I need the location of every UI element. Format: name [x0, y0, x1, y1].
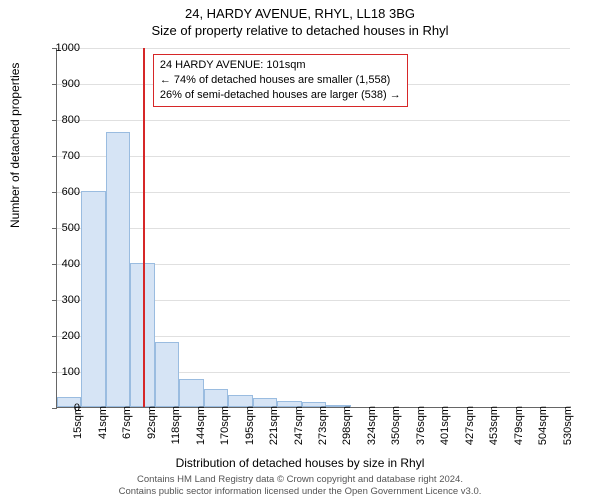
- xtick-label: 504sqm: [537, 406, 549, 456]
- ytick-mark: [52, 120, 57, 121]
- ytick-label: 200: [62, 330, 80, 342]
- xtick-label: 350sqm: [390, 406, 402, 456]
- x-axis-label: Distribution of detached houses by size …: [0, 456, 600, 470]
- footer-line-1: Contains HM Land Registry data © Crown c…: [0, 474, 600, 486]
- histogram-bar: [106, 132, 130, 407]
- ytick-label: 1000: [56, 42, 80, 54]
- histogram-chart: 24 HARDY AVENUE: 101sqm← 74% of detached…: [56, 48, 570, 408]
- xtick-label: 530sqm: [562, 406, 574, 456]
- gridline: [57, 192, 570, 193]
- xtick-label: 324sqm: [366, 406, 378, 456]
- gridline: [57, 228, 570, 229]
- xtick-label: 479sqm: [513, 406, 525, 456]
- reference-line: [143, 48, 145, 407]
- gridline: [57, 156, 570, 157]
- ytick-label: 400: [62, 258, 80, 270]
- ytick-mark: [52, 300, 57, 301]
- ytick-label: 700: [62, 150, 80, 162]
- footer-line-2: Contains public sector information licen…: [0, 486, 600, 498]
- ytick-mark: [52, 336, 57, 337]
- xtick-label: 298sqm: [341, 406, 353, 456]
- ytick-label: 900: [62, 78, 80, 90]
- annotation-box: 24 HARDY AVENUE: 101sqm← 74% of detached…: [153, 54, 408, 107]
- y-axis-label: Number of detached properties: [8, 63, 22, 228]
- ytick-label: 800: [62, 114, 80, 126]
- ytick-mark: [52, 264, 57, 265]
- xtick-label: 427sqm: [464, 406, 476, 456]
- xtick-label: 273sqm: [317, 406, 329, 456]
- histogram-bar: [179, 379, 203, 407]
- ytick-mark: [52, 156, 57, 157]
- xtick-label: 195sqm: [244, 406, 256, 456]
- annotation-line: 24 HARDY AVENUE: 101sqm: [160, 58, 401, 73]
- histogram-bar: [81, 191, 105, 407]
- xtick-label: 144sqm: [195, 406, 207, 456]
- plot-area: 24 HARDY AVENUE: 101sqm← 74% of detached…: [56, 48, 570, 408]
- gridline: [57, 48, 570, 49]
- ytick-mark: [52, 192, 57, 193]
- xtick-label: 221sqm: [268, 406, 280, 456]
- ytick-label: 100: [62, 366, 80, 378]
- ytick-mark: [52, 408, 57, 409]
- ytick-label: 0: [74, 402, 80, 414]
- xtick-label: 453sqm: [488, 406, 500, 456]
- ytick-mark: [52, 228, 57, 229]
- histogram-bar: [155, 342, 179, 407]
- xtick-label: 401sqm: [439, 406, 451, 456]
- annotation-line: ← 74% of detached houses are smaller (1,…: [160, 73, 401, 88]
- gridline: [57, 120, 570, 121]
- xtick-label: 118sqm: [170, 406, 182, 456]
- histogram-bar: [204, 389, 228, 407]
- page-subtitle: Size of property relative to detached ho…: [0, 21, 600, 38]
- ytick-label: 500: [62, 222, 80, 234]
- xtick-label: 247sqm: [293, 406, 305, 456]
- xtick-label: 92sqm: [146, 406, 158, 456]
- xtick-label: 67sqm: [121, 406, 133, 456]
- annotation-line: 26% of semi-detached houses are larger (…: [160, 88, 401, 103]
- page-title: 24, HARDY AVENUE, RHYL, LL18 3BG: [0, 0, 600, 21]
- ytick-label: 300: [62, 294, 80, 306]
- footer-attribution: Contains HM Land Registry data © Crown c…: [0, 474, 600, 498]
- xtick-label: 41sqm: [97, 406, 109, 456]
- xtick-label: 170sqm: [219, 406, 231, 456]
- ytick-mark: [52, 372, 57, 373]
- ytick-label: 600: [62, 186, 80, 198]
- xtick-label: 376sqm: [415, 406, 427, 456]
- ytick-mark: [52, 84, 57, 85]
